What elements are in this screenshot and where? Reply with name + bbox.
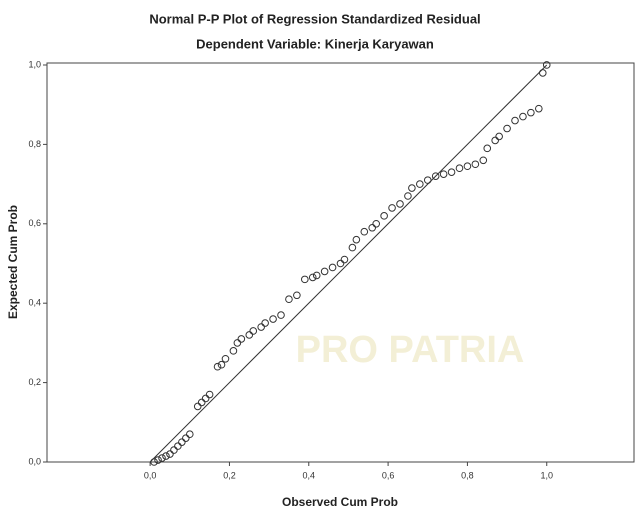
point — [368, 223, 377, 232]
point — [197, 398, 206, 407]
point — [205, 390, 214, 399]
y-tick-label: 1,0 — [28, 59, 41, 69]
point — [396, 200, 404, 208]
point — [423, 176, 432, 184]
point — [372, 219, 380, 228]
point — [336, 259, 345, 268]
point — [217, 360, 226, 369]
point — [249, 327, 258, 335]
x-tick-label: 0,2 — [223, 470, 236, 480]
point — [320, 267, 329, 276]
point — [542, 61, 551, 69]
point — [471, 160, 480, 169]
point — [527, 108, 535, 117]
point — [340, 255, 349, 264]
point — [312, 271, 321, 280]
reference-line — [149, 64, 548, 463]
y-tick-label: 0,8 — [28, 139, 41, 149]
point — [439, 170, 448, 178]
point — [245, 331, 254, 339]
point — [233, 339, 242, 347]
point — [158, 454, 166, 462]
x-tick-label: 1,0 — [540, 470, 553, 480]
point — [170, 446, 178, 454]
point — [511, 116, 519, 125]
point — [380, 212, 388, 220]
point — [229, 347, 238, 355]
point — [185, 430, 194, 439]
y-tick-label: 0,6 — [28, 218, 41, 228]
point — [277, 311, 285, 319]
point — [431, 172, 440, 180]
point — [154, 456, 162, 464]
point — [293, 291, 301, 300]
point — [538, 69, 547, 77]
y-tick-label: 0,0 — [28, 456, 41, 466]
point — [166, 450, 174, 458]
x-tick-label: 0,4 — [303, 470, 316, 480]
point — [463, 162, 472, 171]
point — [213, 362, 222, 371]
x-tick-label: 0,0 — [144, 470, 157, 480]
point — [308, 273, 317, 282]
plot-frame — [46, 62, 635, 463]
point — [447, 168, 456, 176]
point — [261, 319, 269, 327]
y-axis-label: Expected Cum Prob — [6, 205, 20, 319]
point — [174, 442, 182, 450]
x-tick-label: 0,6 — [382, 470, 395, 480]
point — [150, 458, 158, 466]
point — [348, 243, 357, 252]
point — [328, 263, 337, 272]
y-tick-label: 0,2 — [28, 377, 41, 387]
chart-title: Normal P-P Plot of Regression Standardiz… — [149, 11, 480, 26]
point — [404, 192, 412, 200]
point — [495, 132, 503, 141]
point — [285, 295, 293, 304]
point — [519, 112, 527, 121]
point — [193, 402, 202, 411]
point — [535, 104, 543, 113]
chart-subtitle: Dependent Variable: Kinerja Karyawan — [196, 36, 434, 51]
point — [388, 204, 396, 212]
point — [237, 335, 246, 343]
x-axis-label: Observed Cum Prob — [282, 495, 398, 509]
watermark: PRO PATRIA — [296, 329, 525, 371]
point — [491, 136, 499, 145]
point — [352, 235, 361, 244]
point — [503, 124, 511, 133]
x-tick-label: 0,8 — [461, 470, 474, 480]
point — [483, 144, 492, 153]
point — [162, 452, 170, 460]
point — [178, 438, 186, 446]
point — [408, 184, 416, 192]
y-tick-label: 0,4 — [28, 298, 41, 308]
point — [360, 227, 369, 236]
point — [301, 275, 309, 284]
point — [221, 354, 230, 363]
point — [416, 180, 424, 188]
point — [182, 434, 190, 442]
point — [257, 323, 265, 331]
point — [479, 156, 488, 165]
point — [455, 164, 464, 173]
point — [201, 394, 210, 403]
point — [269, 315, 277, 323]
